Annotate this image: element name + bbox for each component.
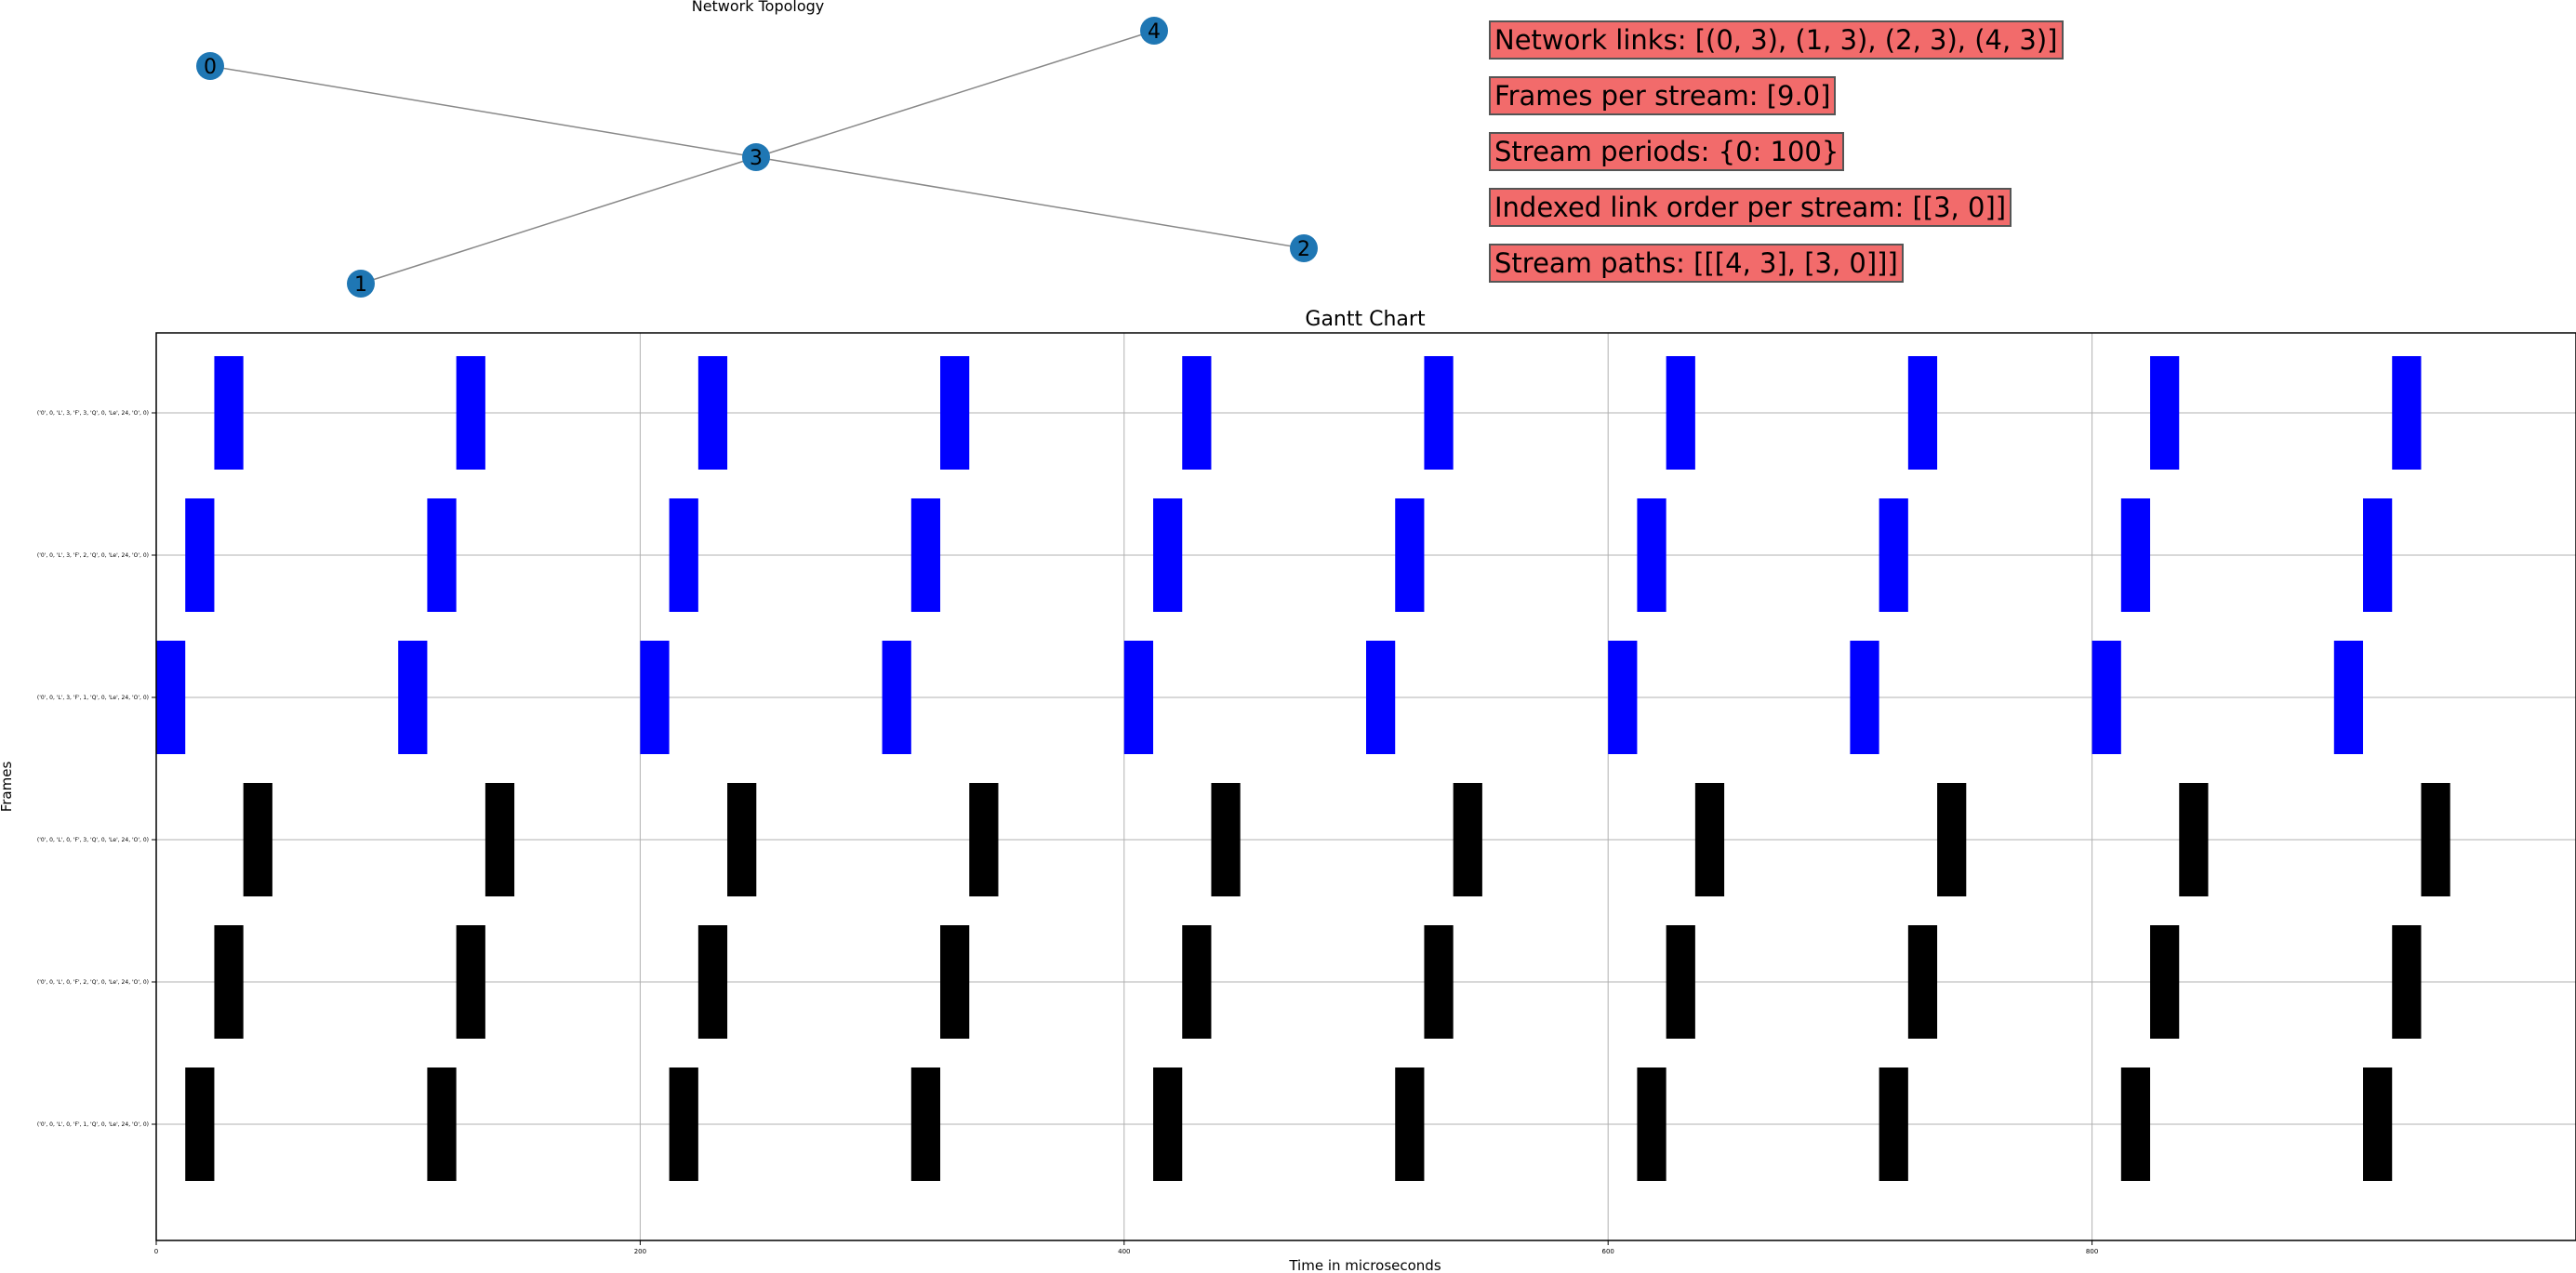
gantt-bar-1-9 — [2363, 498, 2392, 612]
gantt-bar-0-2 — [698, 356, 727, 470]
gantt-bar-5-8 — [2121, 1067, 2150, 1181]
x-tick-label-400: 400 — [1118, 1248, 1130, 1255]
gantt-bar-0-4 — [1182, 356, 1211, 470]
stream-paths-box: Stream paths: [[[4, 3], [3, 0]]] — [1489, 244, 1904, 283]
network-topology: Network Topology 0 1 2 3 4 — [0, 0, 1451, 316]
gantt-bar-0-0 — [214, 356, 243, 470]
gantt-bar-1-0 — [185, 498, 214, 612]
topology-title: Network Topology — [692, 0, 825, 15]
gantt-bar-0-9 — [2392, 356, 2421, 470]
plot-frame — [156, 333, 2576, 1240]
gantt-bar-4-7 — [1908, 925, 1937, 1039]
gantt-bars — [156, 356, 2450, 1181]
gantt-bar-4-0 — [214, 925, 243, 1039]
gantt-bar-1-4 — [1153, 498, 1182, 612]
gantt-bar-5-9 — [2363, 1067, 2392, 1181]
gantt-bar-2-6 — [1608, 641, 1637, 754]
gantt-bar-1-6 — [1637, 498, 1666, 612]
gantt-bar-3-0 — [244, 783, 272, 896]
gantt-bar-4-1 — [457, 925, 485, 1039]
gantt-bar-5-5 — [1395, 1067, 1424, 1181]
gantt-bar-2-7 — [1850, 641, 1879, 754]
gantt-bar-2-9 — [2334, 641, 2363, 754]
gantt-bar-4-2 — [698, 925, 727, 1039]
x-ticks: 0 200 400 600 800 — [154, 1240, 2099, 1255]
node-label-3: 3 — [750, 147, 763, 170]
y-tick-labels: ('0', 0, 'L', 3, 'F', 3, 'Q', 0, 'Le', 2… — [37, 410, 156, 1128]
gantt-bar-5-0 — [185, 1067, 214, 1181]
row-label-4: ('0', 0, 'L', 0, 'F', 2, 'Q', 0, 'Le', 2… — [37, 979, 149, 986]
gantt-bar-4-5 — [1424, 925, 1453, 1039]
gantt-bar-3-4 — [1211, 783, 1240, 896]
x-tick-label-800: 800 — [2086, 1248, 2098, 1255]
x-tick-label-0: 0 — [154, 1248, 158, 1255]
gantt-bar-0-6 — [1666, 356, 1695, 470]
gantt-bar-0-7 — [1908, 356, 1937, 470]
gantt-bar-4-9 — [2392, 925, 2421, 1039]
row-label-0: ('0', 0, 'L', 3, 'F', 3, 'Q', 0, 'Le', 2… — [37, 410, 149, 417]
gantt-bar-5-1 — [427, 1067, 456, 1181]
gantt-bar-2-2 — [640, 641, 669, 754]
gantt-bar-5-3 — [911, 1067, 940, 1181]
gantt-bar-2-3 — [883, 641, 911, 754]
gantt-bar-4-3 — [940, 925, 969, 1039]
y-axis-label: Frames — [0, 762, 15, 813]
gantt-bar-3-3 — [969, 783, 998, 896]
gantt-bar-5-2 — [670, 1067, 698, 1181]
gantt-bar-2-8 — [2092, 641, 2121, 754]
gantt-bar-1-8 — [2121, 498, 2150, 612]
gantt-bar-1-5 — [1395, 498, 1424, 612]
node-label-2: 2 — [1297, 238, 1310, 261]
gantt-bar-3-6 — [1695, 783, 1724, 896]
gantt-bar-0-5 — [1424, 356, 1453, 470]
gantt-bar-0-1 — [457, 356, 485, 470]
gantt-bar-2-0 — [156, 641, 185, 754]
gantt-bar-3-7 — [1937, 783, 1966, 896]
gantt-bar-4-4 — [1182, 925, 1211, 1039]
frames-per-stream-box: Frames per stream: [9.0] — [1489, 76, 1836, 115]
gantt-bar-3-9 — [2421, 783, 2450, 896]
gantt-bar-4-6 — [1666, 925, 1695, 1039]
edge-4-3 — [756, 31, 1154, 157]
gantt-bar-2-5 — [1366, 641, 1395, 754]
gantt-bar-1-1 — [427, 498, 456, 612]
node-label-4: 4 — [1148, 20, 1161, 44]
link-order-box: Indexed link order per stream: [[3, 0]] — [1489, 188, 2012, 227]
gantt-bar-5-7 — [1879, 1067, 1908, 1181]
gantt-bar-3-5 — [1454, 783, 1482, 896]
gantt-bar-3-1 — [485, 783, 514, 896]
gantt-bar-2-1 — [398, 641, 427, 754]
gantt-bar-0-8 — [2150, 356, 2179, 470]
gantt-bar-3-2 — [727, 783, 756, 896]
gantt-bar-2-4 — [1124, 641, 1153, 754]
x-tick-label-600: 600 — [1602, 1248, 1614, 1255]
gantt-bar-3-8 — [2179, 783, 2208, 896]
gantt-bar-5-4 — [1153, 1067, 1182, 1181]
row-label-1: ('0', 0, 'L', 3, 'F', 2, 'Q', 0, 'Le', 2… — [37, 552, 149, 559]
edge-2-3 — [756, 157, 1304, 248]
x-tick-label-200: 200 — [634, 1248, 646, 1255]
topology-nodes: 0 1 2 3 4 — [196, 17, 1318, 298]
gantt-bar-1-7 — [1879, 498, 1908, 612]
gantt-grid — [156, 333, 2576, 1240]
gantt-bar-4-8 — [2150, 925, 2179, 1039]
x-axis-label: Time in microseconds — [1288, 1257, 1441, 1273]
gantt-bar-1-3 — [911, 498, 940, 612]
edge-1-3 — [361, 157, 756, 284]
node-label-1: 1 — [354, 273, 367, 297]
gantt-bar-1-2 — [670, 498, 698, 612]
node-label-0: 0 — [204, 56, 217, 79]
row-label-3: ('0', 0, 'L', 0, 'F', 3, 'Q', 0, 'Le', 2… — [37, 837, 149, 843]
gantt-bar-5-6 — [1637, 1067, 1666, 1181]
edge-0-3 — [210, 66, 756, 157]
gantt-bar-0-3 — [940, 356, 969, 470]
row-label-2: ('0', 0, 'L', 3, 'F', 1, 'Q', 0, 'Le', 2… — [37, 695, 149, 701]
row-label-5: ('0', 0, 'L', 0, 'F', 1, 'Q', 0, 'Le', 2… — [37, 1121, 149, 1128]
stream-periods-box: Stream periods: {0: 100} — [1489, 132, 1844, 171]
network-links-box: Network links: [(0, 3), (1, 3), (2, 3), … — [1489, 20, 2064, 60]
